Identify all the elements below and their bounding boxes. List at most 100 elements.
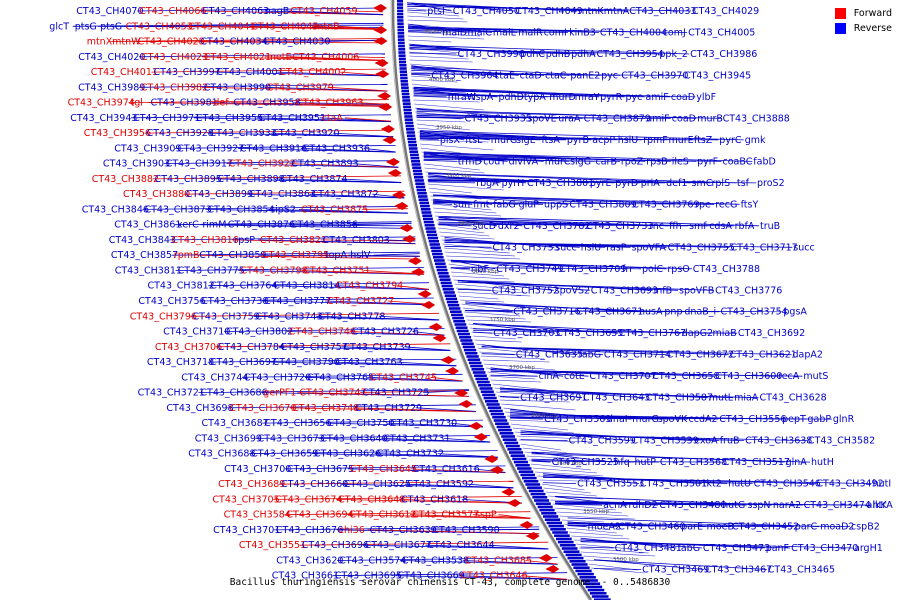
feature-line: [535, 471, 604, 477]
label-connector: [433, 194, 695, 205]
label-connector: [413, 89, 696, 98]
reverse-gene-mark: [507, 448, 522, 451]
feature-line: [539, 479, 616, 483]
right-gene-label: rpoZ: [621, 156, 644, 167]
reverse-gene-mark: [427, 233, 438, 237]
label-connector: [215, 343, 451, 348]
reverse-gene-mark: [428, 240, 439, 243]
left-gene-label: mtnB: [314, 21, 340, 32]
feature-line: [467, 319, 532, 323]
left-gene-label: CT43_CH3710: [163, 327, 230, 338]
reverse-gene-mark: [400, 83, 409, 86]
left-gene-label: glcT: [49, 21, 69, 32]
right-gene-label: cdsA: [709, 221, 732, 232]
right-gene-label: CT43_CH4033: [629, 6, 696, 17]
reverse-gene-mark: [412, 169, 422, 173]
reverse-gene-mark: [447, 304, 460, 307]
forward-gene-mark: [428, 323, 443, 331]
right-gene-label: CT43_CH3691: [520, 393, 587, 404]
label-connector: [419, 130, 744, 141]
right-gene-label: pdhB: [546, 49, 571, 60]
left-gene-label: CT43_CH3687: [202, 418, 269, 429]
reverse-gene-mark: [579, 576, 596, 579]
label-connector: [473, 323, 681, 334]
feature-line: [408, 35, 485, 40]
right-gene-label: pdhC: [520, 49, 545, 60]
left-gene-label: CT43_CH3729: [355, 403, 422, 414]
left-gene-label: mtnW: [112, 37, 141, 48]
right-gene-label: gmk: [745, 135, 766, 146]
label-connector: [488, 544, 549, 550]
reverse-gene-mark: [417, 192, 427, 195]
feature-line: [408, 43, 456, 51]
left-gene-label: CT43_CH3732: [377, 449, 444, 460]
label-connector: [300, 148, 396, 153]
reverse-gene-mark: [530, 492, 546, 496]
left-gene-label: CT43_CH3739: [343, 342, 410, 353]
label-connector: [290, 407, 476, 413]
left-gene-label: CT43_CH3917: [166, 159, 233, 170]
left-gene-label: CT43_CH3727: [327, 296, 394, 307]
reverse-gene-mark: [399, 70, 407, 73]
reverse-gene-mark: [557, 540, 574, 544]
strand-legend: Forward Reverse: [834, 8, 892, 38]
label-connector: [273, 526, 540, 531]
scale-ticks: 4050 kbp 4000 kbp 3950 kbp 3900 kbp 3850 kbp…: [425, 29, 640, 563]
right-gene-label: exoA: [694, 436, 718, 447]
label-connector: [190, 312, 440, 317]
forward-gene-mark: [394, 202, 409, 210]
right-gene-label: gluP: [519, 199, 540, 210]
feature-line: [453, 279, 515, 283]
right-gene-label: CT43_CH3658: [652, 371, 719, 382]
backbone-shadow: [390, 0, 590, 600]
feature-line: [499, 399, 570, 403]
right-gene-label: comJ: [663, 28, 686, 39]
reverse-gene-mark: [546, 521, 562, 525]
left-gene-label: CT43_CH3863: [249, 189, 316, 200]
left-gene-label: sspP: [475, 510, 497, 521]
feature-line: [490, 379, 542, 383]
reverse-gene-mark: [468, 361, 482, 365]
left-gene-label: CT43_CH4053: [126, 21, 193, 32]
genome-caption: Bacillus thuringiensis serovar chinensis…: [229, 577, 671, 588]
label-connector: [410, 514, 531, 519]
reverse-gene-mark: [440, 281, 452, 285]
right-gene-label: CT43_CH3671: [576, 307, 643, 318]
right-gene-label: CT43_CH3469: [642, 565, 709, 576]
forward-gene-mark: [444, 367, 459, 375]
label-connector: [410, 468, 506, 473]
reverse-gene-mark: [419, 201, 429, 205]
right-gene-label: amiF: [646, 92, 669, 103]
feature-line: [548, 495, 604, 500]
reverse-gene-mark: [544, 518, 561, 521]
label-connector: [357, 102, 390, 105]
label-connector: [320, 239, 416, 242]
left-gene-label: CT43_CH3916: [240, 143, 307, 154]
left-gene-label: CT43_CH3882: [92, 174, 159, 185]
right-gene-label: CT43_CH3769: [632, 199, 699, 210]
right-gene-label: CT43_CH3546: [754, 479, 821, 490]
left-gene-label: ctaA: [322, 113, 344, 124]
reverse-gene-mark: [583, 582, 601, 585]
left-gene-label: CT43_CH3757: [281, 342, 348, 353]
reverse-gene-mark: [471, 368, 485, 371]
label-connector: [249, 450, 498, 454]
reverse-gene-mark: [520, 473, 535, 477]
right-gene-label: hfq: [614, 457, 629, 468]
left-gene-label: CT43_CH3698: [166, 403, 233, 414]
left-gene-label: CT43_CH3798: [240, 266, 307, 277]
reverse-gene-mark: [415, 182, 425, 185]
feature-line: [410, 67, 482, 74]
label-connector: [174, 221, 412, 226]
label-connector: [433, 201, 715, 205]
legend-forward: Forward: [834, 8, 892, 19]
feature-line: [554, 507, 623, 514]
reverse-gene-mark: [423, 220, 434, 224]
reverse-gene-mark: [472, 371, 486, 374]
label-connector: [286, 331, 445, 336]
label-connector: [333, 132, 394, 138]
left-gene-label: CT43_CH3745: [370, 372, 437, 383]
right-gene-label: succ: [793, 242, 814, 253]
right-gene-label: rpsB: [646, 156, 667, 167]
